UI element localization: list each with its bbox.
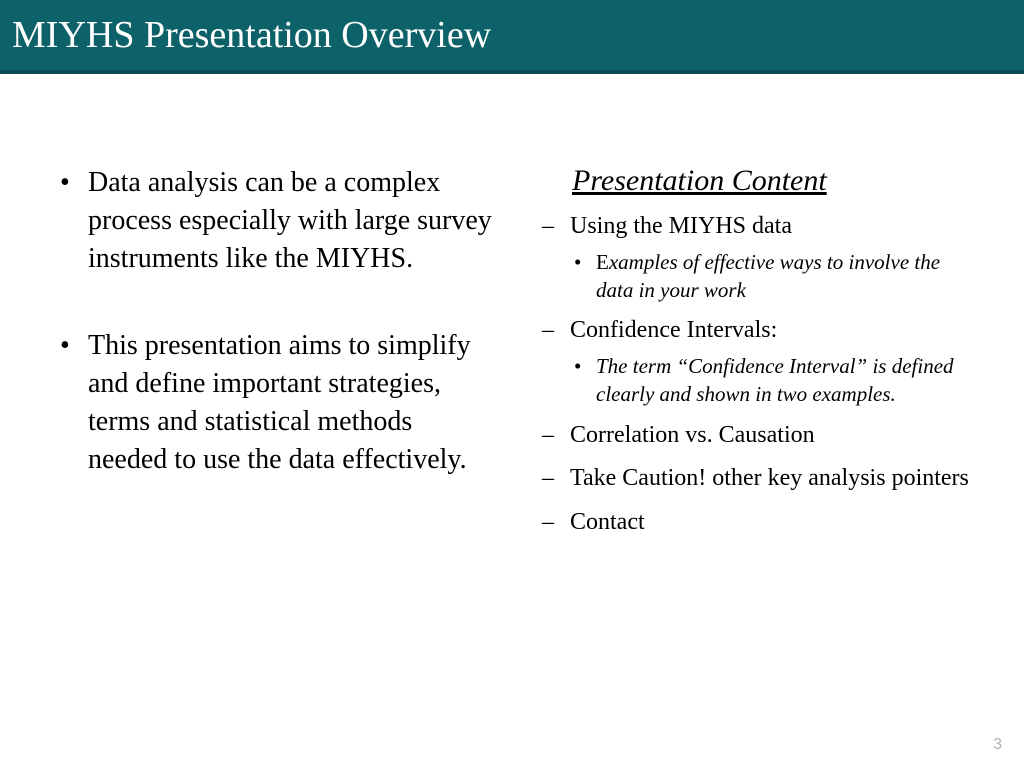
sub-rest: xamples of effective ways to involve the… [596,250,940,302]
page-number: 3 [993,736,1002,754]
left-bullet: Data analysis can be a complex process e… [60,164,492,277]
content-sub-item: The term “Confidence Interval” is define… [570,352,974,409]
content-item-label: Contact [570,509,645,535]
content-item: Confidence Intervals: The term “Confiden… [542,314,974,408]
content-item-label: Confidence Intervals: [570,317,777,343]
left-column: Data analysis can be a complex process e… [40,164,502,549]
left-bullet: This presentation aims to simplify and d… [60,327,492,478]
section-heading: Presentation Content [572,164,974,198]
left-bullet-list: Data analysis can be a complex process e… [60,164,492,479]
sub-cap: E [596,250,609,274]
content-sub-item: Examples of effective ways to involve th… [570,248,974,305]
content-item: Correlation vs. Causation [542,419,974,453]
title-bar: MIYHS Presentation Overview [0,0,1024,74]
slide-title: MIYHS Presentation Overview [12,13,491,57]
content-list: Using the MIYHS data Examples of effecti… [542,210,974,539]
slide-body: Data analysis can be a complex process e… [0,74,1024,549]
content-item: Using the MIYHS data Examples of effecti… [542,210,974,304]
content-item-label: Correlation vs. Causation [570,422,815,448]
right-column: Presentation Content Using the MIYHS dat… [532,164,984,549]
content-item: Take Caution! other key analysis pointer… [542,462,974,496]
content-sub-list: Examples of effective ways to involve th… [570,248,974,305]
slide: MIYHS Presentation Overview Data analysi… [0,0,1024,768]
content-item-label: Using the MIYHS data [570,213,792,239]
content-item: Contact [542,506,974,540]
content-item-label: Take Caution! other key analysis pointer… [570,465,969,491]
content-sub-list: The term “Confidence Interval” is define… [570,352,974,409]
